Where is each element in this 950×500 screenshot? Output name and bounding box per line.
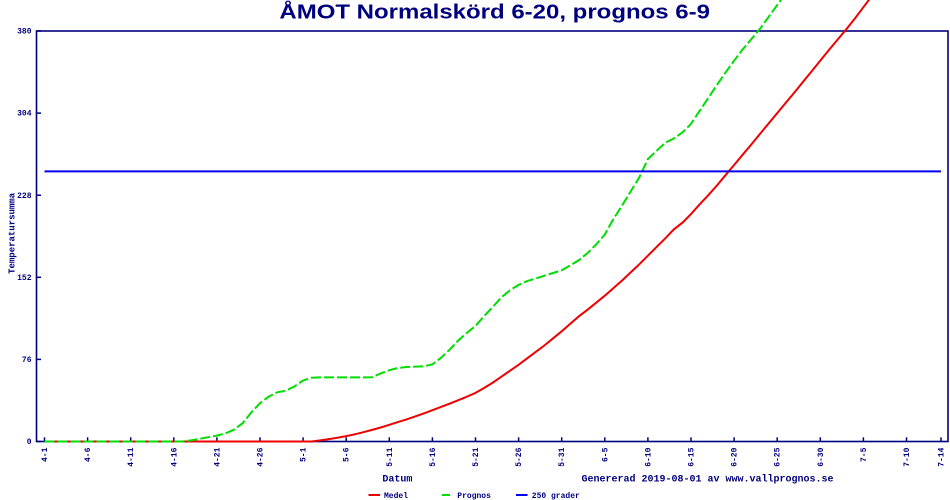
svg-text:6-30: 6-30: [817, 447, 826, 466]
svg-text:6-10: 6-10: [644, 447, 653, 466]
svg-text:380: 380: [17, 28, 32, 37]
svg-text:76: 76: [22, 356, 32, 365]
svg-text:Prognos: Prognos: [457, 492, 491, 500]
svg-text:250 grader: 250 grader: [532, 492, 580, 500]
svg-text:304: 304: [17, 110, 32, 119]
svg-text:5-21: 5-21: [472, 447, 481, 466]
svg-text:4-16: 4-16: [170, 447, 179, 466]
svg-text:7-5: 7-5: [860, 447, 869, 462]
svg-text:Temperatursumma: Temperatursumma: [7, 192, 17, 274]
svg-text:ÅMOT Normalskörd 6-20, prognos: ÅMOT Normalskörd 6-20, prognos 6-9: [279, 0, 710, 23]
svg-text:228: 228: [17, 192, 32, 201]
svg-text:Medel: Medel: [384, 492, 408, 500]
svg-text:5-6: 5-6: [343, 447, 352, 462]
svg-text:6-5: 6-5: [601, 447, 610, 462]
svg-text:4-1: 4-1: [41, 447, 50, 462]
svg-text:7-14: 7-14: [938, 447, 947, 466]
svg-text:152: 152: [17, 274, 32, 283]
svg-text:5-26: 5-26: [515, 447, 524, 466]
svg-text:4-11: 4-11: [127, 447, 136, 466]
svg-text:0: 0: [27, 438, 32, 447]
svg-text:Datum: Datum: [382, 474, 412, 485]
svg-text:5-31: 5-31: [558, 447, 567, 466]
svg-text:6-15: 6-15: [688, 447, 697, 466]
svg-text:5-1: 5-1: [300, 447, 309, 462]
svg-text:4-26: 4-26: [257, 447, 266, 466]
svg-text:6-25: 6-25: [774, 447, 783, 466]
svg-text:6-20: 6-20: [731, 447, 740, 466]
svg-text:4-6: 4-6: [84, 447, 93, 462]
svg-text:7-10: 7-10: [903, 447, 912, 466]
svg-text:Genererad 2019-08-01 av www.va: Genererad 2019-08-01 av www.vallprognos.…: [581, 473, 833, 485]
svg-text:5-16: 5-16: [429, 447, 438, 466]
svg-text:4-21: 4-21: [213, 447, 222, 466]
svg-text:5-11: 5-11: [386, 447, 395, 466]
